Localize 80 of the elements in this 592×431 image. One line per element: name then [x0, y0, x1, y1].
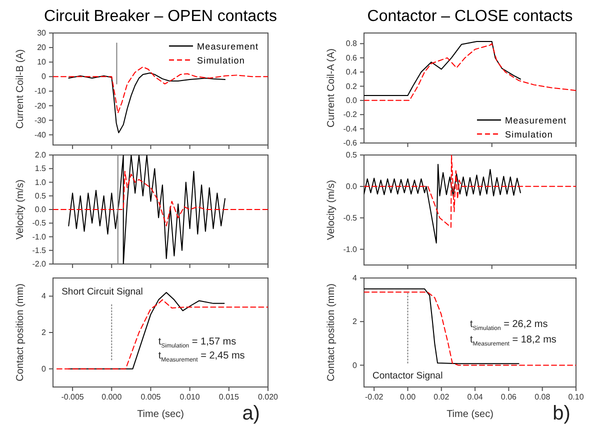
text: a)	[242, 402, 260, 425]
y-tick-label: -40	[34, 130, 47, 140]
y-tick-label: 30	[37, 28, 47, 38]
y-tick-label: 20	[37, 43, 47, 52]
x-tick-label: 0.010	[180, 392, 200, 402]
annotation: Short Circuit Signal	[62, 286, 143, 298]
y-tick-label: 0.2	[346, 82, 358, 91]
y-tick-label: -0.4	[343, 124, 358, 134]
line-series	[364, 292, 576, 366]
x-tick-label: 0.10	[568, 392, 584, 402]
annotation: t$_{Measurement}$ = 2,45 ms	[158, 350, 245, 364]
y-tick-label: 4	[352, 274, 358, 283]
legend-label: Measurement	[197, 42, 259, 52]
legend-label: Measurement	[505, 116, 567, 126]
y-tick-label: 0	[42, 364, 47, 374]
y-tick-label: 0.0	[34, 205, 47, 214]
x-axis-title: Time (sec)	[137, 409, 184, 420]
y-tick-label: 0.5	[34, 191, 47, 200]
y-tick-label: 0	[42, 72, 47, 82]
annotation: t$_{Measurement}$ = 18,2 ms	[470, 334, 556, 348]
y-tick-label: -1.0	[343, 244, 358, 254]
y-tick-label: -1.0	[32, 232, 47, 242]
line-series	[53, 170, 268, 226]
line-series	[53, 66, 268, 114]
x-tick-label: 0.015	[218, 392, 240, 402]
y-axis-title: Contact position (mm)	[15, 284, 26, 382]
x-axis-title: Time (sec)	[446, 409, 494, 420]
y-tick-label: 1.5	[34, 164, 47, 174]
y-axis-title: Contact position (mm)	[326, 284, 337, 382]
y-tick-label: -10	[34, 86, 47, 96]
legend-label: Simulation	[197, 56, 246, 66]
y-axis-title: Velocity (m/s)	[326, 180, 337, 240]
y-tick-label: 0	[352, 360, 358, 370]
y-tick-label: 2	[352, 317, 358, 326]
y-tick-label: 0.0	[346, 96, 358, 105]
y-axis-title: Current Coil-B (A)	[15, 49, 26, 129]
x-tick-label: 0.02	[434, 392, 450, 402]
y-tick-label: 0.0	[346, 182, 358, 191]
y-tick-label: -0.5	[32, 218, 47, 228]
y-tick-label: -0.2	[343, 110, 358, 120]
x-tick-label: 0.00	[400, 392, 416, 402]
text: b)	[552, 402, 570, 425]
line-series	[364, 164, 521, 244]
y-tick-label: -0.5	[343, 213, 358, 222]
y-tick-label: -30	[34, 116, 47, 125]
y-tick-label: -20	[34, 101, 47, 110]
chart-title: Contactor – CLOSE contacts	[367, 8, 573, 25]
x-tick-label: -0.02	[364, 392, 384, 402]
y-tick-label: 10	[37, 58, 47, 67]
line-series	[68, 72, 226, 134]
x-tick-label: 0.000	[102, 392, 122, 402]
y-tick-label: 0.5	[346, 150, 358, 160]
y-tick-label: 0.8	[346, 39, 358, 48]
annotation: Contactor Signal	[372, 370, 443, 382]
line-series	[364, 41, 521, 96]
y-tick-label: 0.6	[346, 53, 358, 62]
y-tick-label: 2	[42, 328, 47, 338]
x-tick-label: 0.08	[534, 392, 551, 402]
y-tick-label: 2.0	[34, 150, 47, 160]
y-tick-label: 1.0	[34, 178, 47, 187]
y-tick-label: -0.6	[343, 138, 358, 148]
x-tick-label: 0.06	[500, 392, 518, 402]
line-series	[68, 155, 226, 264]
y-tick-label: 4	[42, 292, 47, 301]
annotation: t$_{Simulation}$ = 1,57 ms	[158, 336, 236, 350]
y-tick-label: -2.0	[32, 260, 47, 269]
x-tick-label: 0.04	[467, 392, 484, 402]
y-tick-label: 0.4	[346, 68, 358, 77]
y-axis-title: Velocity (m/s)	[15, 179, 26, 240]
line-series	[364, 43, 576, 101]
legend-label: Simulation	[505, 130, 554, 140]
x-tick-label: 0.005	[140, 392, 162, 402]
line-series	[364, 155, 576, 228]
x-tick-label: 0.020	[258, 392, 279, 402]
chart-title: Circuit Breaker – OPEN contacts	[44, 8, 277, 25]
x-tick-label: -0.005	[61, 392, 84, 402]
y-tick-label: -1.5	[32, 246, 47, 255]
y-axis-title: Current Coil-A (A)	[326, 48, 337, 128]
annotation: t$_{Simulation}$ = 26,2 ms	[470, 319, 548, 332]
line-series	[56, 299, 268, 370]
